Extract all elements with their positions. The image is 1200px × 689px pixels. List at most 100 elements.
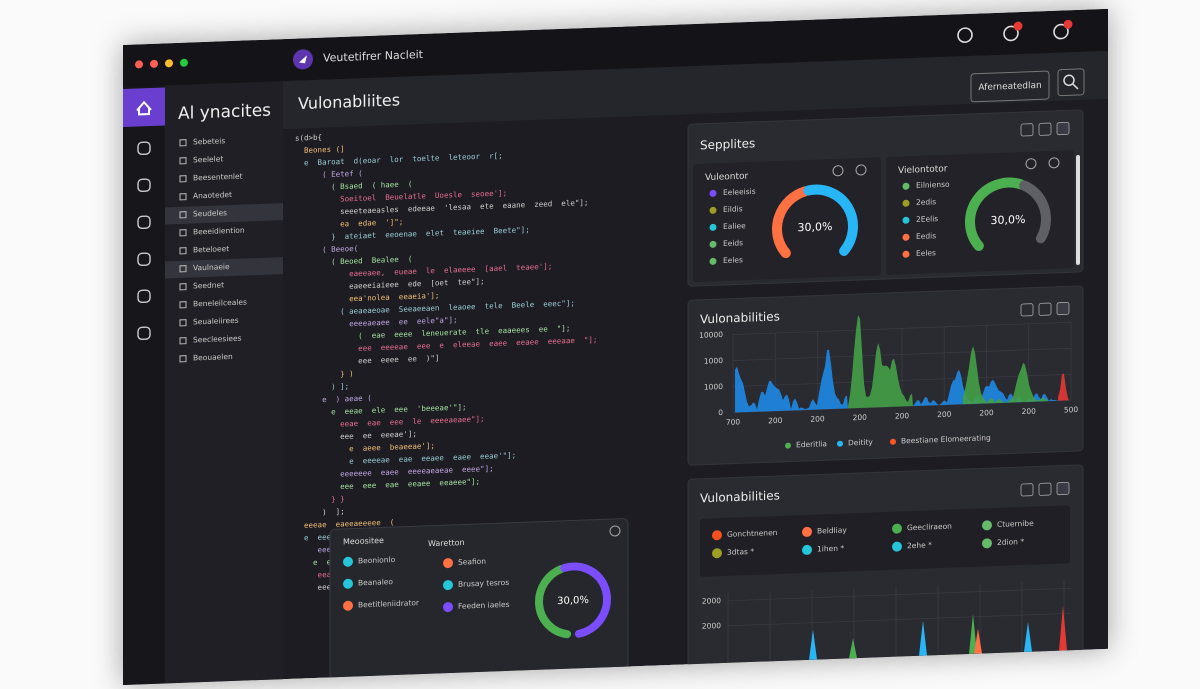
code-line: e ) aeae ( xyxy=(295,393,372,405)
panel-tool[interactable] xyxy=(1038,122,1052,136)
legend-label: Deitity xyxy=(848,437,873,447)
header-icon[interactable] xyxy=(1003,25,1019,42)
sidebar-item[interactable]: Beeeidiention xyxy=(193,226,245,237)
legend-label: Eeles xyxy=(723,255,743,265)
legend-dot xyxy=(902,182,910,190)
legend-dot xyxy=(902,233,910,241)
sidebar-item[interactable]: Seualeiirees xyxy=(193,316,239,327)
legend-dot xyxy=(343,556,353,567)
x-tick-label: 500 xyxy=(1064,405,1079,415)
legend-label: Eilnienso xyxy=(916,180,950,190)
action-label[interactable]: Aferneatedlan xyxy=(978,81,1041,93)
brand-name: Veutetifrer Nacleit xyxy=(323,48,424,65)
gauge-tool[interactable] xyxy=(832,165,844,177)
gauge-value: 30,0% xyxy=(798,220,833,234)
sidebar-item-icon xyxy=(179,139,187,147)
sidebar-item-icon xyxy=(179,265,187,273)
popup-title: Meoositee xyxy=(343,536,384,547)
legend-label: 1ihen * xyxy=(817,544,844,554)
gauge-arc xyxy=(560,562,612,638)
title-bar xyxy=(123,8,1108,87)
nav-icon[interactable] xyxy=(137,326,151,341)
gauge-label: Vuleontor xyxy=(705,172,749,184)
header-icon[interactable] xyxy=(957,27,973,43)
sidebar-item-icon xyxy=(179,247,187,255)
legend-dot xyxy=(343,578,353,589)
nav-icon[interactable] xyxy=(137,141,151,156)
home-icon xyxy=(136,100,152,116)
max-dot[interactable] xyxy=(180,58,188,67)
legend-dot xyxy=(982,520,992,531)
sidebar-item-icon xyxy=(179,193,187,201)
gauge-tool[interactable] xyxy=(855,164,867,176)
panel-tool[interactable] xyxy=(1056,121,1070,136)
sidebar-item[interactable]: Anaotedet xyxy=(193,190,232,200)
gauge-arc xyxy=(965,177,1026,252)
panel-tool[interactable] xyxy=(1056,481,1070,496)
sidebar-item-icon xyxy=(179,301,187,309)
panel-tool[interactable] xyxy=(1020,483,1034,497)
sidebar-item[interactable]: Seudeles xyxy=(193,208,227,218)
sidebar-item[interactable]: Seelelet xyxy=(193,154,223,164)
gauge-arc xyxy=(803,184,858,256)
y-tick-label: 1000 xyxy=(704,356,723,366)
legend-label: Beestiane Elomeerating xyxy=(901,433,991,445)
y-tick-label: 2000 xyxy=(702,596,721,606)
gauge-tool[interactable] xyxy=(1025,158,1037,170)
legend-dot xyxy=(892,541,902,552)
panel-tool[interactable] xyxy=(1020,123,1034,137)
area-series xyxy=(735,349,848,413)
code-line: } } xyxy=(295,494,345,505)
min-dot[interactable] xyxy=(165,59,173,68)
sidebar-item[interactable]: Beouaelen xyxy=(193,352,233,362)
gauge-tool[interactable] xyxy=(1048,157,1060,169)
legend-dot xyxy=(902,250,910,258)
y-tick-label: 1000 xyxy=(704,382,723,392)
legend-label: Seafion xyxy=(458,557,486,567)
code-line: ( Bsaed ( haee ( xyxy=(295,179,412,192)
legend-dot xyxy=(709,223,717,231)
sidebar-item[interactable]: Seednet xyxy=(193,280,224,290)
code-line: } ) xyxy=(295,369,354,380)
sidebar-item[interactable]: Sebeteis xyxy=(193,136,225,146)
popup-close[interactable] xyxy=(609,525,621,537)
sidebar xyxy=(165,81,283,686)
y-tick-label: 10000 xyxy=(699,330,723,340)
x-tick-label: 200 xyxy=(979,408,994,418)
min-dot[interactable] xyxy=(150,59,158,68)
panel-title: Vulonabilities xyxy=(700,488,780,505)
area-series xyxy=(1058,373,1069,401)
search-button[interactable] xyxy=(1057,68,1085,97)
y-tick-label: 2000 xyxy=(702,621,721,631)
action-button[interactable] xyxy=(970,70,1050,103)
nav-icon[interactable] xyxy=(137,289,151,304)
panel-tool[interactable] xyxy=(1038,302,1052,316)
legend-dot xyxy=(443,602,453,613)
nav-icon[interactable] xyxy=(137,252,151,267)
y-tick-label: 0 xyxy=(718,408,723,417)
sidebar-item-icon xyxy=(179,337,187,345)
legend-dot xyxy=(802,526,812,537)
panel-tool[interactable] xyxy=(1020,303,1034,317)
sidebar-item[interactable]: Vaulnaeie xyxy=(193,262,230,272)
sidebar-item[interactable]: Beesentenlet xyxy=(193,172,243,183)
sidebar-item-icon xyxy=(179,175,187,183)
gauge-arc xyxy=(1019,180,1051,244)
search-icon xyxy=(1063,74,1075,87)
sidebar-item[interactable]: Seecleesiees xyxy=(193,334,242,345)
nav-icon[interactable] xyxy=(137,178,151,193)
nav-icon[interactable] xyxy=(137,215,151,230)
panel-tool[interactable] xyxy=(1056,301,1070,316)
nav-active[interactable] xyxy=(123,87,165,127)
legend-label: 2edis xyxy=(916,197,936,207)
legend-dot xyxy=(712,548,722,559)
close-dot[interactable] xyxy=(135,60,143,69)
sidebar-item-icon xyxy=(179,157,187,165)
legend-label: Eeles xyxy=(916,248,936,258)
gauge-value: 30,0% xyxy=(557,595,589,607)
sidebar-item[interactable]: Beteloeet xyxy=(193,244,229,254)
header-icon[interactable] xyxy=(1053,23,1069,40)
sidebar-item[interactable]: Beneleilceales xyxy=(193,297,247,308)
panel-tool[interactable] xyxy=(1038,482,1052,496)
legend-dot xyxy=(712,530,722,541)
